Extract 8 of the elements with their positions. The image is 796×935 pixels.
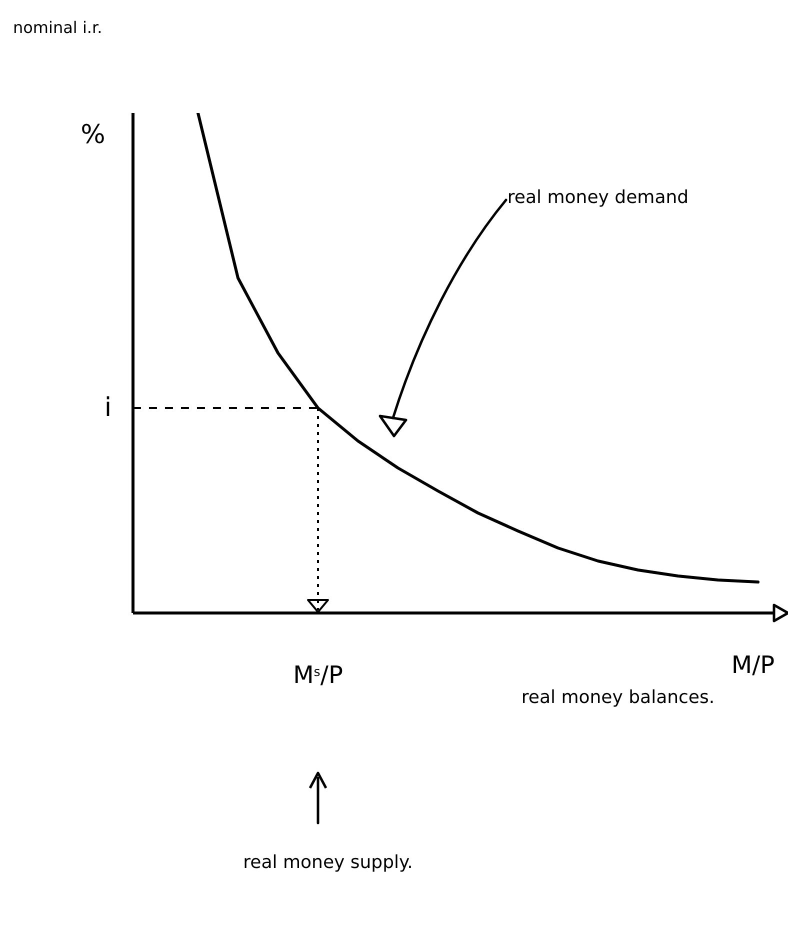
text: real money supply.: [243, 852, 413, 873]
chart-title: nominal i.r.: [13, 18, 102, 37]
text: M/P: [731, 651, 775, 679]
x-axis-title: real money balances.: [521, 687, 715, 708]
annotation: real money demand: [507, 187, 689, 208]
text: M$^{s}$/P: [293, 661, 343, 689]
ref-line-label: i: [104, 393, 112, 423]
y-axis-title: %: [80, 120, 106, 150]
